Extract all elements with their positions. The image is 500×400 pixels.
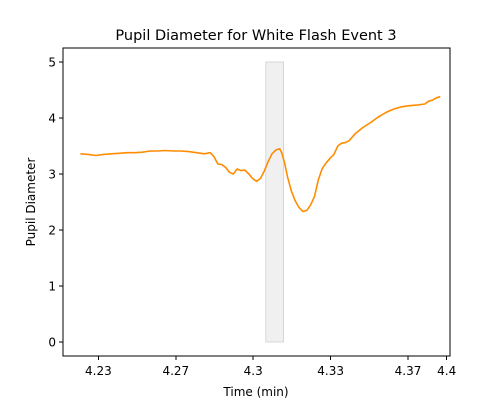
x-tick-label-5: 4.4: [437, 364, 456, 378]
y-tick-label-3: 3: [48, 168, 56, 182]
y-tick-label-5: 5: [48, 56, 56, 70]
x-tick-label-0: 4.23: [85, 364, 112, 378]
y-axis-label: Pupil Diameter: [24, 158, 38, 247]
y-tick-label-0: 0: [48, 336, 56, 350]
y-tick-label-1: 1: [48, 280, 56, 294]
x-tick-label-1: 4.27: [162, 364, 189, 378]
y-tick-label-4: 4: [48, 112, 56, 126]
x-tick-label-3: 4.33: [317, 364, 344, 378]
plot-frame: [62, 47, 451, 357]
flash-region: [265, 61, 284, 343]
x-tick-label-2: 4.3: [244, 364, 263, 378]
x-tick-label-4: 4.37: [395, 364, 422, 378]
x-axis-label: Time (min): [222, 385, 288, 399]
chart-title: Pupil Diameter for White Flash Event 3: [115, 28, 396, 44]
series-line-0: [80, 95, 441, 213]
y-tick-label-2: 2: [48, 224, 56, 238]
